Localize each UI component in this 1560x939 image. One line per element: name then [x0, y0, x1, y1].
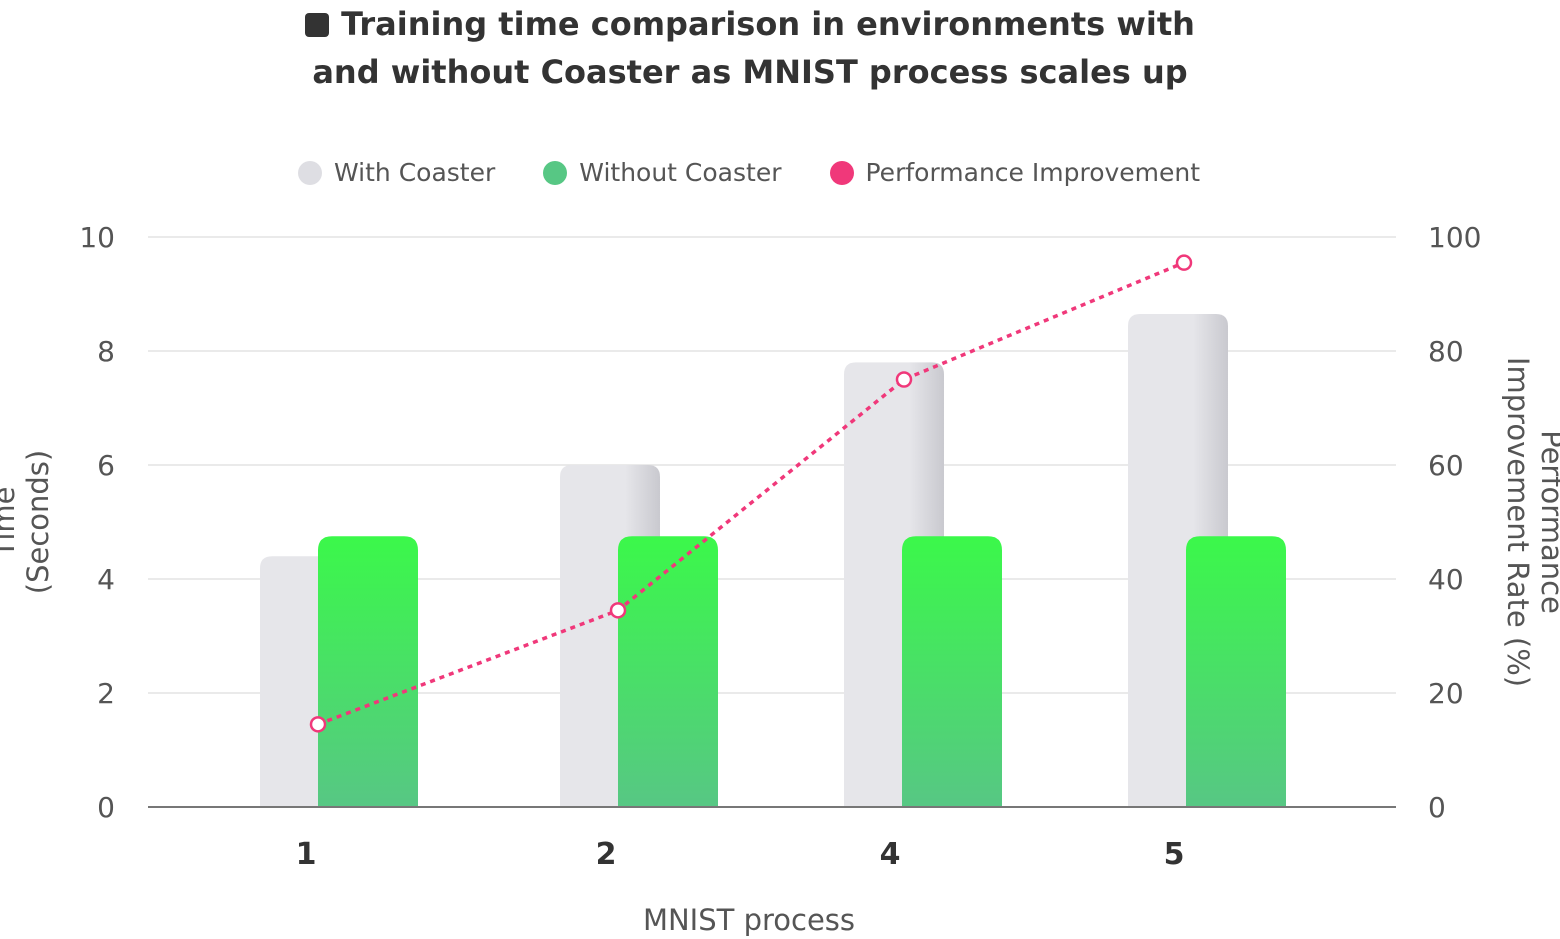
title-square-icon	[305, 13, 330, 37]
x-tick-label: 4	[880, 837, 901, 872]
y-tick-label: 0	[97, 791, 115, 824]
y2-tick-label: 80	[1428, 335, 1464, 368]
chart-title: Training time comparison in environments…	[0, 0, 1500, 96]
legend-label-performance-improvement: Performance Improvement	[865, 158, 1201, 187]
y2-tick-label: 40	[1428, 563, 1464, 596]
y2-tick-label: 100	[1428, 221, 1481, 254]
legend-label-without-coaster: Without Coaster	[579, 158, 782, 187]
y2-tick-label: 0	[1428, 791, 1446, 824]
y2-axis-title-line: Improvement Rate (%)	[1501, 357, 1535, 687]
bars	[260, 313, 1286, 807]
y-tick-label: 10	[79, 221, 115, 254]
y2-tick-label: 60	[1428, 449, 1464, 482]
x-tick-label: 1	[296, 837, 317, 872]
legend-marker-with-coaster	[298, 160, 322, 185]
y-tick-label: 2	[97, 677, 115, 710]
legend-item-performance-improvement[interactable]: Performance Improvement	[829, 158, 1201, 187]
legend-label-with-coaster: With Coaster	[334, 158, 496, 187]
y2-tick-label: 20	[1428, 677, 1464, 710]
y2-axis-title-line: Performance	[1535, 430, 1560, 614]
bar-without-coaster[interactable]	[318, 536, 418, 807]
performance-line-path	[317, 261, 1185, 726]
legend-item-without-coaster[interactable]: Without Coaster	[543, 158, 782, 187]
bar-without-coaster[interactable]	[902, 536, 1002, 807]
bar-without-coaster[interactable]	[618, 536, 718, 807]
legend-marker-without-coaster	[543, 160, 568, 185]
x-tick-label: 5	[1164, 837, 1185, 872]
legend-marker-performance-improvement	[829, 160, 854, 185]
chart-title-line-2: and without Coaster as MNIST process sca…	[312, 53, 1188, 91]
legend-item-with-coaster[interactable]: With Coaster	[298, 158, 495, 187]
chart-title-line-1: Training time comparison in environments…	[0, 0, 1500, 48]
performance-point[interactable]	[1175, 254, 1193, 271]
y-axis-title-line: (Seconds)	[21, 450, 55, 594]
y-tick-label: 4	[97, 563, 115, 596]
y-axis-title-line: Time	[0, 487, 21, 559]
x-tick-label: 2	[596, 837, 617, 872]
x-axis-title: MNIST process	[643, 903, 855, 937]
legend: With Coaster Without Coaster Performance…	[298, 158, 1248, 187]
performance-line	[309, 254, 1193, 733]
performance-point[interactable]	[609, 602, 627, 619]
y-tick-label: 8	[97, 335, 115, 368]
performance-point[interactable]	[895, 371, 913, 388]
bar-without-coaster[interactable]	[1186, 536, 1286, 807]
y-tick-label: 6	[97, 449, 115, 482]
performance-point[interactable]	[309, 716, 327, 733]
y-axis-title: Time(Seconds)	[0, 450, 55, 594]
y2-axis-title: PerformanceImprovement Rate (%)	[1501, 357, 1560, 687]
